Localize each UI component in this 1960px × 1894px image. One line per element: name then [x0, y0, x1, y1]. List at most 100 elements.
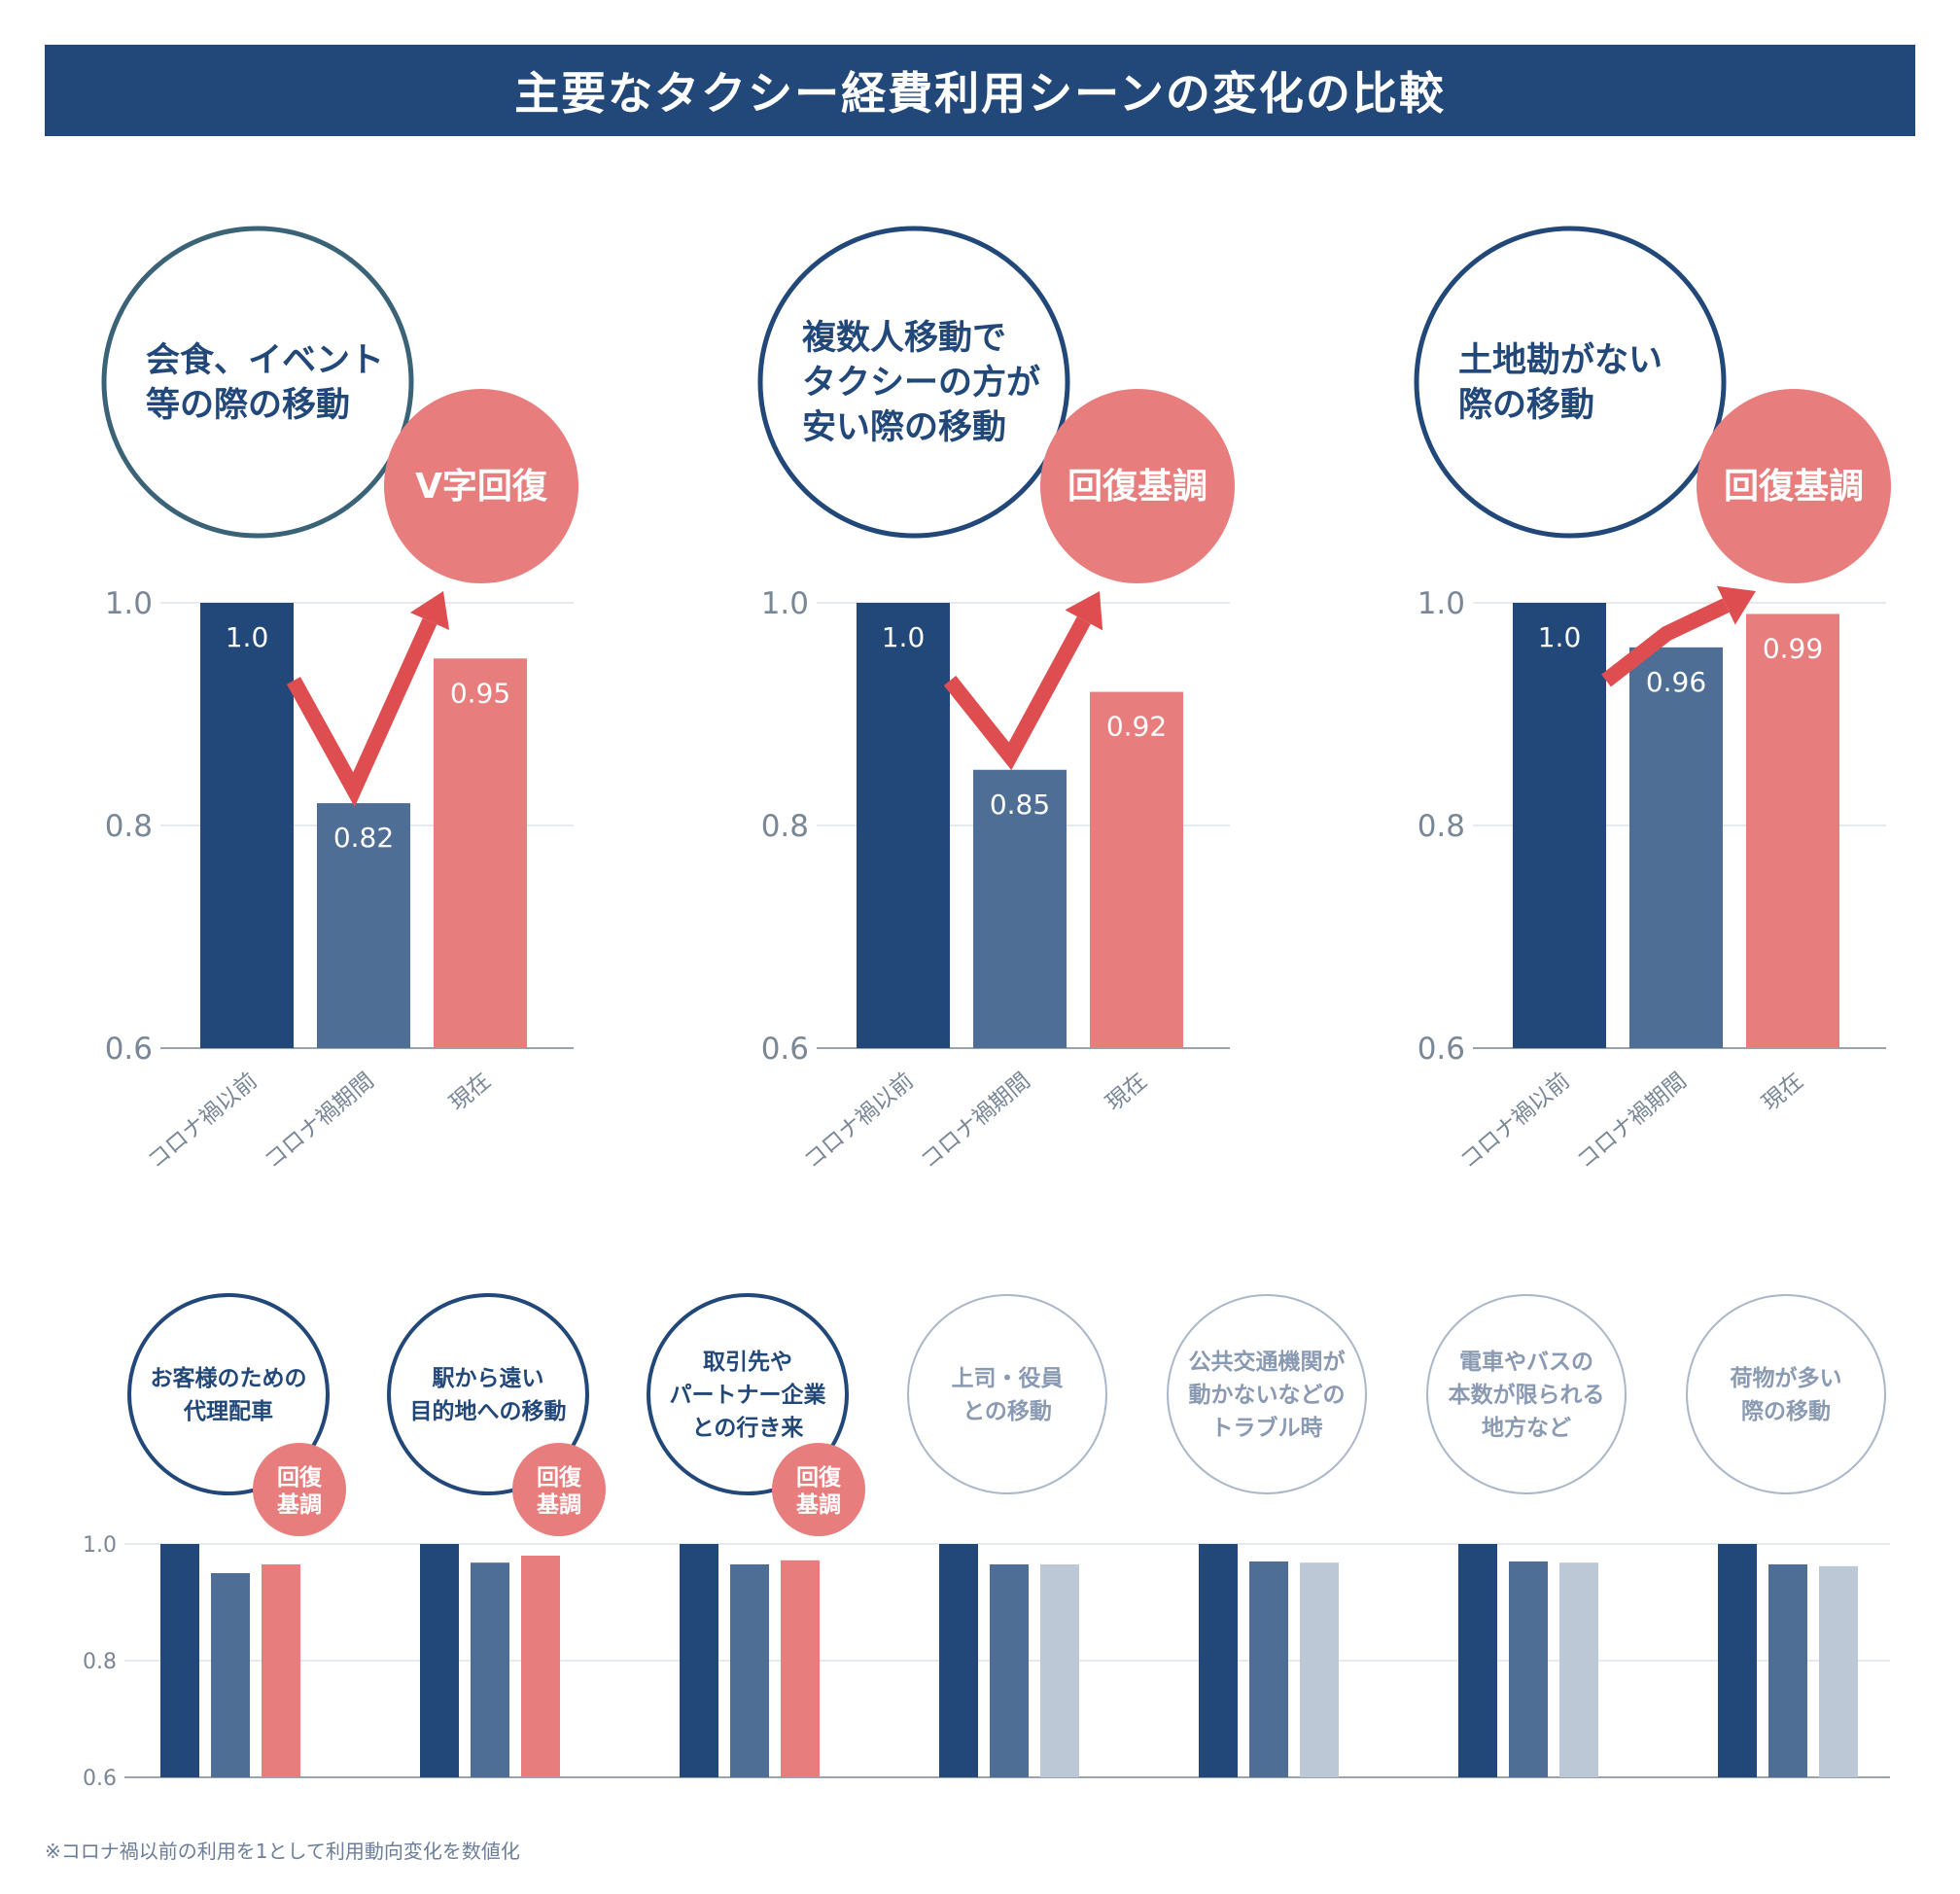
bar [781, 1560, 820, 1777]
scene-label-line: との行き来 [692, 1415, 805, 1441]
bar-value-label: 0.85 [990, 789, 1050, 821]
status-badge-label: 回復 [796, 1464, 842, 1491]
scene-circle [387, 1293, 589, 1495]
scene-circle [907, 1294, 1107, 1494]
bar-value-label: 1.0 [1538, 621, 1582, 653]
chart-title: 主要なタクシー経費利用シーンの変化の比較 [514, 67, 1446, 120]
y-tick-label: 1.0 [83, 1533, 117, 1558]
bar-value-label: 0.96 [1646, 666, 1706, 698]
bar [1040, 1564, 1079, 1777]
bar [160, 1544, 199, 1777]
x-tick-label: コロナ禍以前 [799, 1069, 918, 1175]
bar [1629, 647, 1723, 1048]
bar [1819, 1565, 1858, 1777]
status-badge-circle [772, 1443, 865, 1536]
y-tick-label: 0.6 [1418, 1032, 1465, 1067]
trend-arrow-head [1716, 585, 1756, 625]
x-tick-label: 現在 [445, 1069, 496, 1116]
scene-label-line: 際の移動 [1741, 1398, 1831, 1424]
bar [1559, 1562, 1598, 1777]
category-title-line: 複数人移動で [802, 319, 1006, 358]
status-badge-label: 回復 [537, 1464, 582, 1491]
category-title-line: 土地勘がない [1458, 341, 1662, 380]
status-badge-label: 回復基調 [1724, 467, 1864, 507]
scene-circle [1167, 1294, 1367, 1494]
bar [317, 803, 410, 1048]
status-badge-circle [1040, 389, 1235, 583]
status-badge-circle [512, 1443, 606, 1536]
scene-label-line: 地方など [1482, 1415, 1571, 1441]
scene-label-line: 取引先や [703, 1350, 792, 1375]
bar-value-label: 0.99 [1763, 632, 1823, 664]
category-title-line: 会食、イベント [146, 340, 384, 380]
scene-label-line: トラブル時 [1211, 1415, 1323, 1441]
y-tick-label: 0.8 [105, 809, 153, 844]
bar [730, 1564, 769, 1777]
bar [434, 658, 527, 1048]
y-tick-label: 0.8 [83, 1650, 117, 1674]
bar [1509, 1561, 1548, 1777]
bar [990, 1564, 1029, 1777]
status-badge-label: 回復基調 [1068, 467, 1208, 507]
category-title-line: 安い際の移動 [802, 408, 1006, 447]
scene-label-line: との移動 [962, 1399, 1052, 1424]
y-tick-label: 0.8 [1418, 809, 1465, 844]
status-badge-label: 回復 [277, 1464, 323, 1491]
status-badge-label: V字回復 [415, 467, 548, 507]
bar [420, 1544, 459, 1777]
scene-label-line: 上司・役員 [952, 1366, 1064, 1391]
x-tick-label: コロナ禍期間 [916, 1069, 1034, 1175]
category-circle [757, 226, 1070, 539]
bar-value-label: 0.82 [333, 822, 394, 854]
status-badge-label: 基調 [796, 1491, 841, 1518]
x-tick-label: コロナ禍以前 [1455, 1069, 1574, 1175]
trend-arrow-head [1065, 591, 1103, 631]
category-circle [101, 226, 414, 539]
status-badge-label: 基調 [537, 1491, 581, 1518]
bar-value-label: 1.0 [882, 621, 926, 653]
bar [1513, 603, 1606, 1048]
bar [1249, 1561, 1288, 1777]
bar-value-label: 0.95 [450, 677, 510, 709]
trend-arrow-line [943, 616, 1091, 771]
bar [973, 769, 1067, 1048]
x-tick-label: コロナ禍期間 [1572, 1069, 1691, 1175]
bar [680, 1544, 718, 1777]
category-title-line: 際の移動 [1458, 386, 1594, 425]
status-badge-circle [253, 1443, 346, 1536]
x-tick-label: 現在 [1758, 1069, 1808, 1116]
bar [1090, 691, 1183, 1048]
bar [211, 1573, 250, 1777]
scene-label-line: 代理配車 [183, 1399, 273, 1424]
bar [1718, 1544, 1757, 1777]
scene-label-line: 動かないなどの [1189, 1383, 1346, 1408]
scene-circle [127, 1293, 330, 1495]
scene-label-line: 目的地への移動 [410, 1398, 567, 1424]
y-tick-label: 1.0 [761, 586, 809, 621]
scene-label-line: 荷物が多い [1731, 1365, 1842, 1391]
y-tick-label: 0.8 [761, 809, 809, 844]
bar [200, 603, 294, 1048]
trend-arrow-line [1601, 598, 1730, 687]
bar [1746, 614, 1839, 1048]
scene-circle [647, 1293, 849, 1495]
bar-value-label: 0.92 [1106, 711, 1167, 743]
bar-value-label: 1.0 [226, 621, 269, 653]
y-tick-label: 0.6 [83, 1767, 117, 1791]
bar [939, 1544, 978, 1777]
x-tick-label: コロナ禍期間 [260, 1069, 378, 1175]
bar [1300, 1562, 1339, 1777]
status-badge-label: 基調 [277, 1491, 322, 1518]
scene-label-line: お客様のための [151, 1365, 307, 1391]
x-tick-label: 現在 [1102, 1069, 1152, 1116]
bar [1458, 1544, 1497, 1777]
